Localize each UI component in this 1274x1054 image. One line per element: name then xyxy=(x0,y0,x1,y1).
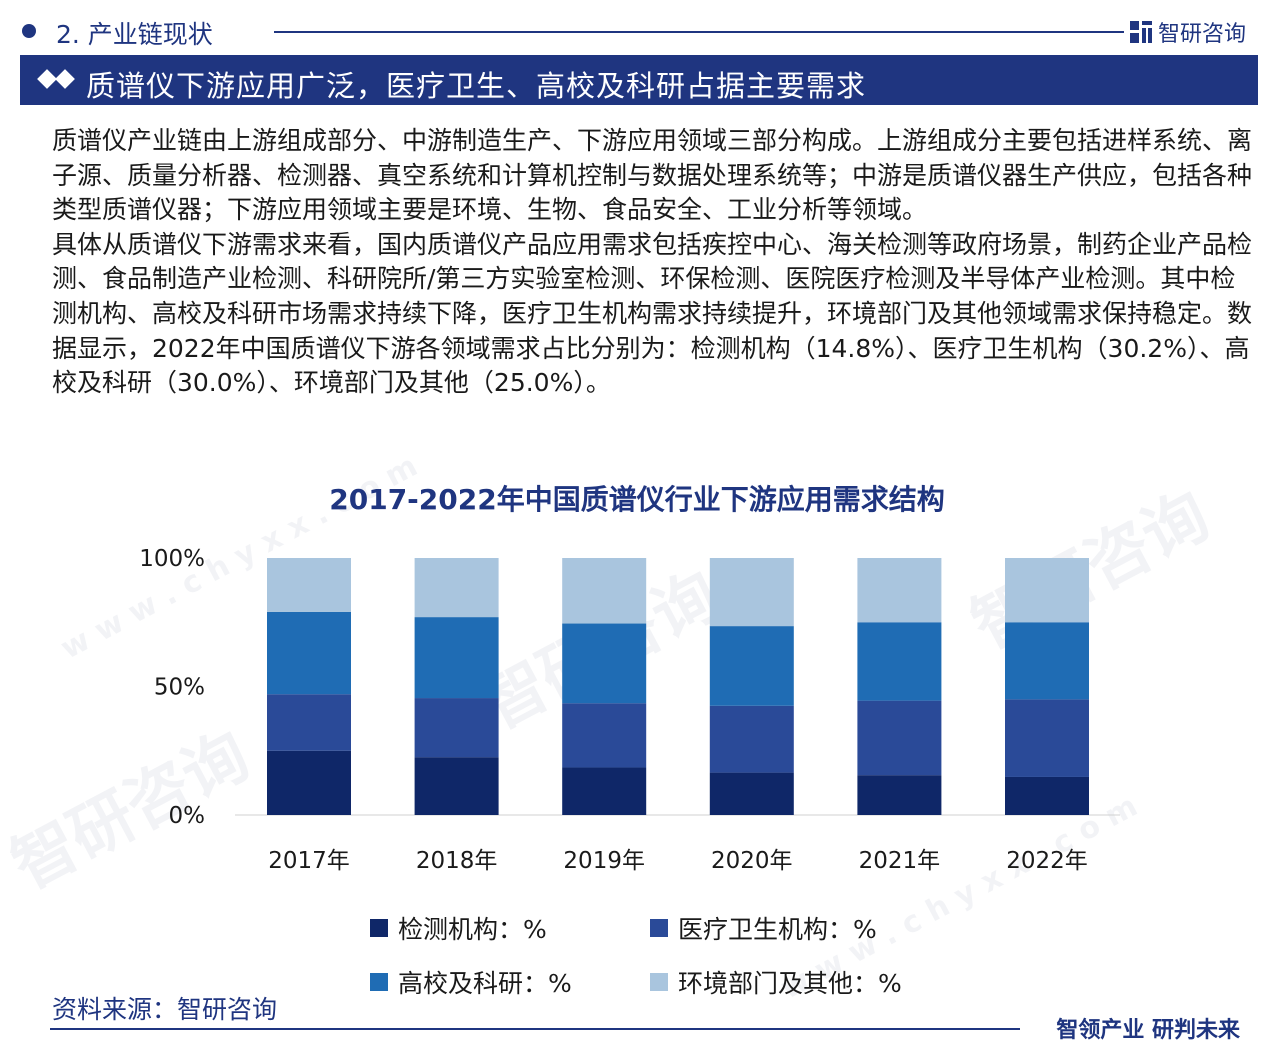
y-tick-label: 50% xyxy=(154,675,205,701)
title-banner: 质谱仪下游应用广泛，医疗卫生、高校及科研占据主要需求 xyxy=(20,55,1258,105)
legend-swatch xyxy=(370,973,388,991)
body-text: 质谱仪产业链由上游组成部分、中游制造生产、下游应用领域三部分构成。上游组成分主要… xyxy=(52,124,1252,401)
footer-slogan: 智领产业 研判未来 xyxy=(1056,1018,1240,1043)
brand-logo: 智研咨询 xyxy=(1129,16,1246,48)
x-tick-label: 2020年 xyxy=(711,848,793,874)
legend-swatch xyxy=(370,919,388,937)
bar-segment-3-2017年 xyxy=(267,611,351,695)
section-bullet-icon xyxy=(22,24,36,38)
y-tick-label: 0% xyxy=(169,803,206,829)
bar-segment-4-2021年 xyxy=(857,558,942,623)
bar-segment-1-2021年 xyxy=(857,775,942,815)
bar-segment-2-2017年 xyxy=(267,694,351,751)
bar-segment-3-2021年 xyxy=(857,622,942,701)
legend-label: 检测机构：% xyxy=(398,915,547,944)
legend-item-testing: 检测机构：% xyxy=(370,910,547,946)
legend-swatch xyxy=(650,973,668,991)
brand-name: 智研咨询 xyxy=(1157,22,1246,47)
bar-segment-4-2017年 xyxy=(267,558,351,612)
x-tick-label: 2017年 xyxy=(268,848,350,874)
bar-segment-1-2022年 xyxy=(1005,776,1089,815)
y-tick-label: 100% xyxy=(139,546,205,572)
brand-logo-icon xyxy=(1129,21,1152,43)
bar-segment-4-2020年 xyxy=(709,558,794,627)
footer-divider xyxy=(50,1028,1020,1030)
bar-segment-4-2019年 xyxy=(562,558,647,624)
legend-item-environment: 环境部门及其他：% xyxy=(650,964,902,1000)
source-note: 资料来源：智研咨询 xyxy=(52,995,278,1024)
legend-label: 医疗卫生机构：% xyxy=(678,915,877,944)
bar-segment-1-2018年 xyxy=(414,757,499,815)
bar-segment-3-2019年 xyxy=(562,623,647,704)
bar-segment-4-2022年 xyxy=(1005,558,1089,623)
bar-segment-4-2018年 xyxy=(414,558,499,618)
body-paragraph-2: 具体从质谱仪下游需求来看，国内质谱仪产品应用需求包括疾控中心、海关检测等政府场景… xyxy=(52,229,1253,398)
x-tick-label: 2019年 xyxy=(563,848,645,874)
legend-item-medical: 医疗卫生机构：% xyxy=(650,910,877,946)
banner-title: 质谱仪下游应用广泛，医疗卫生、高校及科研占据主要需求 xyxy=(86,69,867,103)
chart-title: 2017-2022年中国质谱仪行业下游应用需求结构 xyxy=(329,483,945,516)
x-tick-label: 2021年 xyxy=(859,848,941,874)
section-divider xyxy=(274,31,1124,33)
bar-segment-1-2020年 xyxy=(709,772,794,815)
section-header: 2. 产业链现状 智研咨询 xyxy=(22,14,1252,49)
section-title: 2. 产业链现状 xyxy=(56,20,213,49)
bar-segment-3-2020年 xyxy=(709,626,794,706)
bar-segment-3-2022年 xyxy=(1005,622,1089,700)
legend-label: 环境部门及其他：% xyxy=(678,969,902,998)
bar-segment-1-2017年 xyxy=(267,750,351,815)
body-paragraph-1: 质谱仪产业链由上游组成部分、中游制造生产、下游应用领域三部分构成。上游组成分主要… xyxy=(52,126,1253,225)
x-tick-label: 2022年 xyxy=(1006,848,1088,874)
bar-segment-2-2021年 xyxy=(857,700,942,776)
bar-segment-2-2020年 xyxy=(709,705,794,773)
legend-item-university: 高校及科研：% xyxy=(370,964,572,1000)
bar-segment-2-2018年 xyxy=(414,698,499,758)
bar-segment-3-2018年 xyxy=(414,617,499,699)
bar-segment-1-2019年 xyxy=(562,767,647,815)
x-tick-label: 2018年 xyxy=(416,848,498,874)
legend-label: 高校及科研：% xyxy=(398,969,572,998)
legend-swatch xyxy=(650,919,668,937)
bar-segment-2-2022年 xyxy=(1005,699,1089,777)
bar-segment-2-2019年 xyxy=(562,703,647,768)
